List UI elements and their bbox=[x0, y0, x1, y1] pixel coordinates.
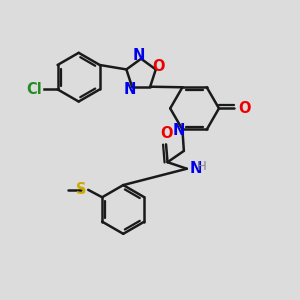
Text: N: N bbox=[189, 161, 202, 176]
Text: O: O bbox=[152, 59, 164, 74]
Text: N: N bbox=[172, 124, 185, 139]
Text: N: N bbox=[123, 82, 136, 97]
Text: S: S bbox=[76, 182, 87, 197]
Text: N: N bbox=[133, 48, 145, 63]
Text: O: O bbox=[160, 126, 172, 141]
Text: O: O bbox=[238, 101, 250, 116]
Text: Cl: Cl bbox=[26, 82, 41, 97]
Text: H: H bbox=[196, 160, 206, 173]
